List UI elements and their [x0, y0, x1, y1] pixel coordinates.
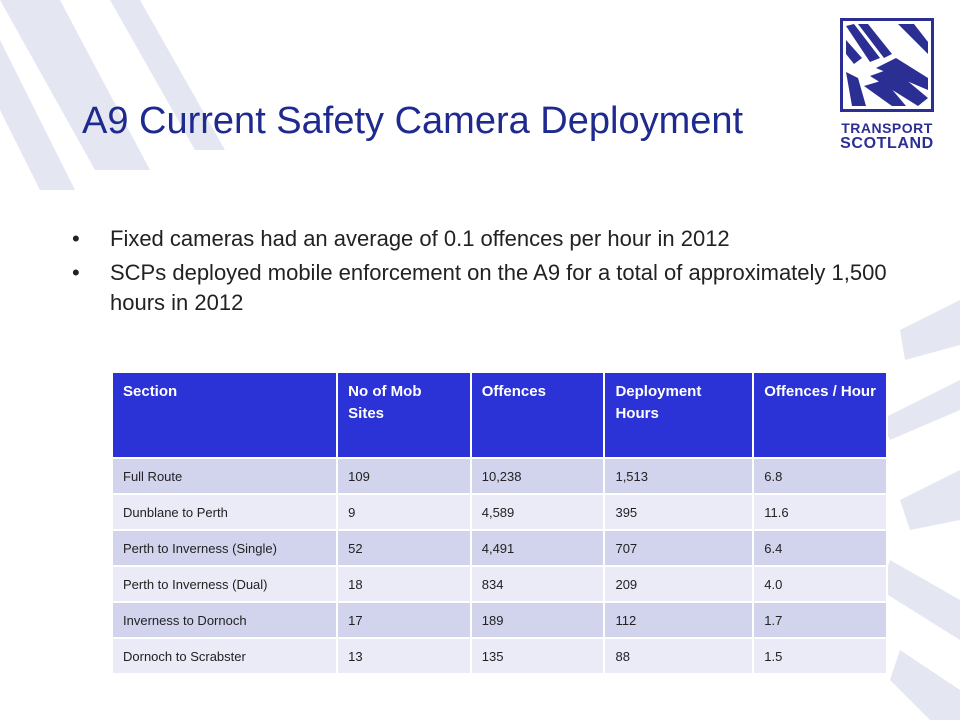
table-row: Inverness to Dornoch 17 189 112 1.7 — [110, 601, 888, 639]
header-mob-sites: No of Mob Sites — [336, 371, 472, 459]
cell-section: Dunblane to Perth — [110, 493, 339, 531]
cell-offences: 189 — [469, 601, 606, 639]
cell-section: Perth to Inverness (Dual) — [110, 565, 339, 603]
bullet-item: SCPs deployed mobile enforcement on the … — [72, 258, 892, 318]
cell-deployment-hours: 1,513 — [603, 457, 755, 495]
cell-offences: 4,589 — [469, 493, 606, 531]
cell-mob-sites: 109 — [336, 457, 472, 495]
cell-offences-per-hour: 11.6 — [752, 493, 888, 531]
table-row: Perth to Inverness (Single) 52 4,491 707… — [110, 529, 888, 567]
cell-section: Inverness to Dornoch — [110, 601, 339, 639]
logo-text-transport: TRANSPORT — [841, 120, 933, 136]
cell-deployment-hours: 112 — [603, 601, 755, 639]
cell-deployment-hours: 395 — [603, 493, 755, 531]
cell-offences-per-hour: 1.5 — [752, 637, 888, 675]
table-row: Full Route 109 10,238 1,513 6.8 — [110, 457, 888, 495]
transport-scotland-logo: TRANSPORT SCOTLAND — [836, 18, 938, 152]
cell-mob-sites: 9 — [336, 493, 472, 531]
slide-title: A9 Current Safety Camera Deployment — [82, 100, 744, 142]
bullet-list: Fixed cameras had an average of 0.1 offe… — [72, 224, 892, 322]
cell-offences-per-hour: 4.0 — [752, 565, 888, 603]
cell-mob-sites: 52 — [336, 529, 472, 567]
cell-offences-per-hour: 1.7 — [752, 601, 888, 639]
header-offences: Offences — [469, 371, 606, 459]
cell-mob-sites: 17 — [336, 601, 472, 639]
logo-roads-icon — [840, 18, 934, 112]
logo-text-scotland: SCOTLAND — [840, 135, 934, 152]
cell-section: Perth to Inverness (Single) — [110, 529, 339, 567]
cell-section: Full Route — [110, 457, 339, 495]
cell-offences-per-hour: 6.8 — [752, 457, 888, 495]
cell-offences-per-hour: 6.4 — [752, 529, 888, 567]
cell-deployment-hours: 88 — [603, 637, 755, 675]
cell-mob-sites: 18 — [336, 565, 472, 603]
header-offences-per-hour: Offences / Hour — [752, 371, 888, 459]
header-section: Section — [110, 371, 339, 459]
cell-deployment-hours: 209 — [603, 565, 755, 603]
cell-offences: 10,238 — [469, 457, 606, 495]
cell-offences: 135 — [469, 637, 606, 675]
cell-offences: 4,491 — [469, 529, 606, 567]
bullet-item: Fixed cameras had an average of 0.1 offe… — [72, 224, 892, 254]
table-row: Dunblane to Perth 9 4,589 395 11.6 — [110, 493, 888, 531]
header-deployment-hours: Deployment Hours — [603, 371, 755, 459]
cell-mob-sites: 13 — [336, 637, 472, 675]
table-row: Perth to Inverness (Dual) 18 834 209 4.0 — [110, 565, 888, 603]
cell-offences: 834 — [469, 565, 606, 603]
table-header-row: Section No of Mob Sites Offences Deploym… — [110, 371, 888, 459]
cell-section: Dornoch to Scrabster — [110, 637, 339, 675]
table-row: Dornoch to Scrabster 13 135 88 1.5 — [110, 637, 888, 675]
deployment-table: Section No of Mob Sites Offences Deploym… — [110, 371, 888, 675]
cell-deployment-hours: 707 — [603, 529, 755, 567]
